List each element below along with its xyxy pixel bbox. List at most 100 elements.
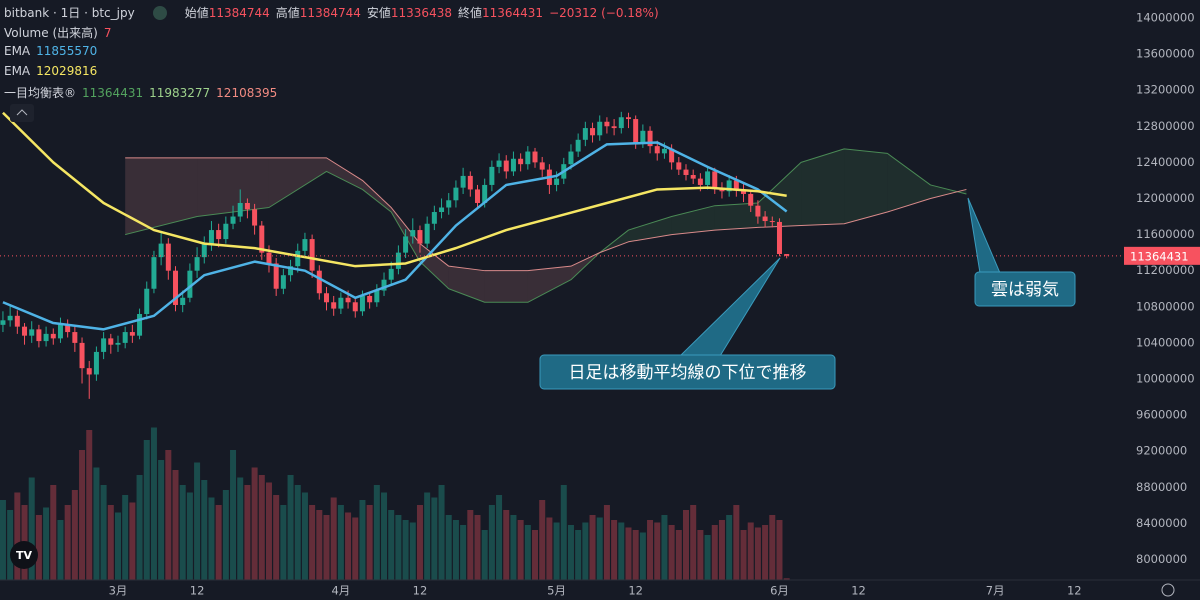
candle-body: [216, 230, 222, 240]
volume-bar: [373, 485, 380, 580]
volume-bar: [690, 505, 697, 580]
volume-bar: [776, 520, 783, 580]
candle-body: [611, 126, 617, 129]
volume-bar: [532, 530, 539, 580]
volume-bar: [388, 510, 395, 580]
candle-body: [324, 293, 330, 303]
candle-body: [194, 257, 200, 271]
candle-body: [474, 189, 480, 203]
volume-bar: [467, 510, 474, 580]
y-tick-label: 13600000: [1136, 47, 1195, 61]
x-tick-label: 6月: [770, 584, 789, 598]
volume-bar: [194, 462, 201, 580]
candle-body: [266, 252, 272, 264]
callout-pointer: [967, 197, 1001, 274]
volume-bar: [747, 522, 754, 580]
candle-body: [539, 162, 545, 170]
volume-bar: [661, 515, 668, 580]
volume-bar: [424, 492, 431, 580]
candle-body: [532, 151, 538, 163]
value: 11384744: [299, 5, 361, 20]
volume-bar: [244, 485, 251, 580]
label: 安値: [366, 6, 391, 20]
volume-bar: [150, 427, 157, 580]
candle-body: [741, 189, 747, 194]
candle-body: [395, 252, 401, 269]
volume-bar: [452, 520, 459, 580]
value: 11364431: [82, 85, 144, 100]
volume-bar: [366, 505, 373, 580]
volume-bar: [129, 502, 136, 580]
volume-bar: [474, 515, 481, 580]
candle-body: [331, 302, 337, 309]
candle-body: [647, 130, 653, 147]
x-tick-label: 4月: [331, 584, 350, 598]
legend-row: EMA 12029816: [4, 64, 97, 78]
volume-bar: [345, 512, 352, 580]
candle-body: [165, 243, 171, 271]
volume-bar: [107, 505, 114, 580]
volume-bar: [294, 485, 301, 580]
volume-bar: [481, 530, 488, 580]
volume-bar: [783, 578, 790, 580]
callout-text: 雲は弱気: [991, 280, 1059, 300]
volume-bar: [93, 467, 100, 580]
volume-bar: [136, 475, 143, 580]
candle-body: [244, 202, 250, 210]
volume-bar: [158, 460, 165, 580]
candle-body: [748, 193, 754, 206]
volume-bar: [654, 522, 661, 580]
volume-bar: [122, 495, 129, 580]
candle-body: [309, 239, 315, 271]
candle-body: [137, 314, 143, 336]
candle-body: [575, 139, 581, 152]
candle-body: [489, 166, 495, 185]
span-b-line: [125, 157, 967, 272]
candle-body: [496, 160, 502, 167]
symbol-title: bitbank · 1日 · btc_jpy: [4, 6, 135, 20]
candle-body: [288, 266, 294, 276]
candle-body: [237, 202, 243, 217]
volume-bar: [409, 522, 416, 580]
volume-bar: [230, 450, 237, 580]
volume-bar: [639, 532, 646, 580]
cloud-fill: [628, 216, 672, 242]
volume-bar: [510, 515, 517, 580]
candle-body: [201, 243, 207, 258]
x-tick-label: 12: [1067, 584, 1082, 598]
candle-body: [43, 333, 49, 342]
x-tick-label: 3月: [109, 584, 128, 598]
plot: [0, 111, 967, 580]
volume-bar: [603, 505, 610, 580]
volume-bar: [726, 515, 733, 580]
y-tick-label: 13200000: [1136, 83, 1195, 97]
value: 7: [103, 25, 112, 40]
candle-body: [158, 243, 164, 258]
value: 11336438: [390, 5, 452, 20]
ema-line: [2, 141, 788, 331]
volume-bar: [596, 517, 603, 580]
candle-body: [467, 175, 473, 190]
candle-body: [273, 263, 279, 289]
cloud-fill: [527, 266, 571, 303]
settings-icon[interactable]: [1161, 583, 1175, 597]
candle-body: [280, 275, 286, 289]
candle-body: [36, 329, 42, 342]
volume-bar: [237, 477, 244, 580]
visibility-icon[interactable]: [152, 5, 167, 20]
candle-body: [223, 223, 229, 240]
volume-bar: [287, 475, 294, 580]
collapse-button[interactable]: [10, 104, 34, 122]
volume-bar: [460, 525, 467, 580]
candle-body: [618, 117, 624, 129]
candle-body: [676, 162, 682, 170]
candle-body: [705, 171, 711, 185]
volume-bar: [143, 440, 150, 580]
x-tick-label: 12: [851, 584, 866, 598]
candle-body: [525, 151, 531, 165]
candle-body: [654, 146, 660, 154]
candle-body: [65, 324, 71, 333]
volume-bar: [35, 515, 42, 580]
volume-bar: [251, 467, 258, 580]
candle-body: [755, 205, 761, 217]
